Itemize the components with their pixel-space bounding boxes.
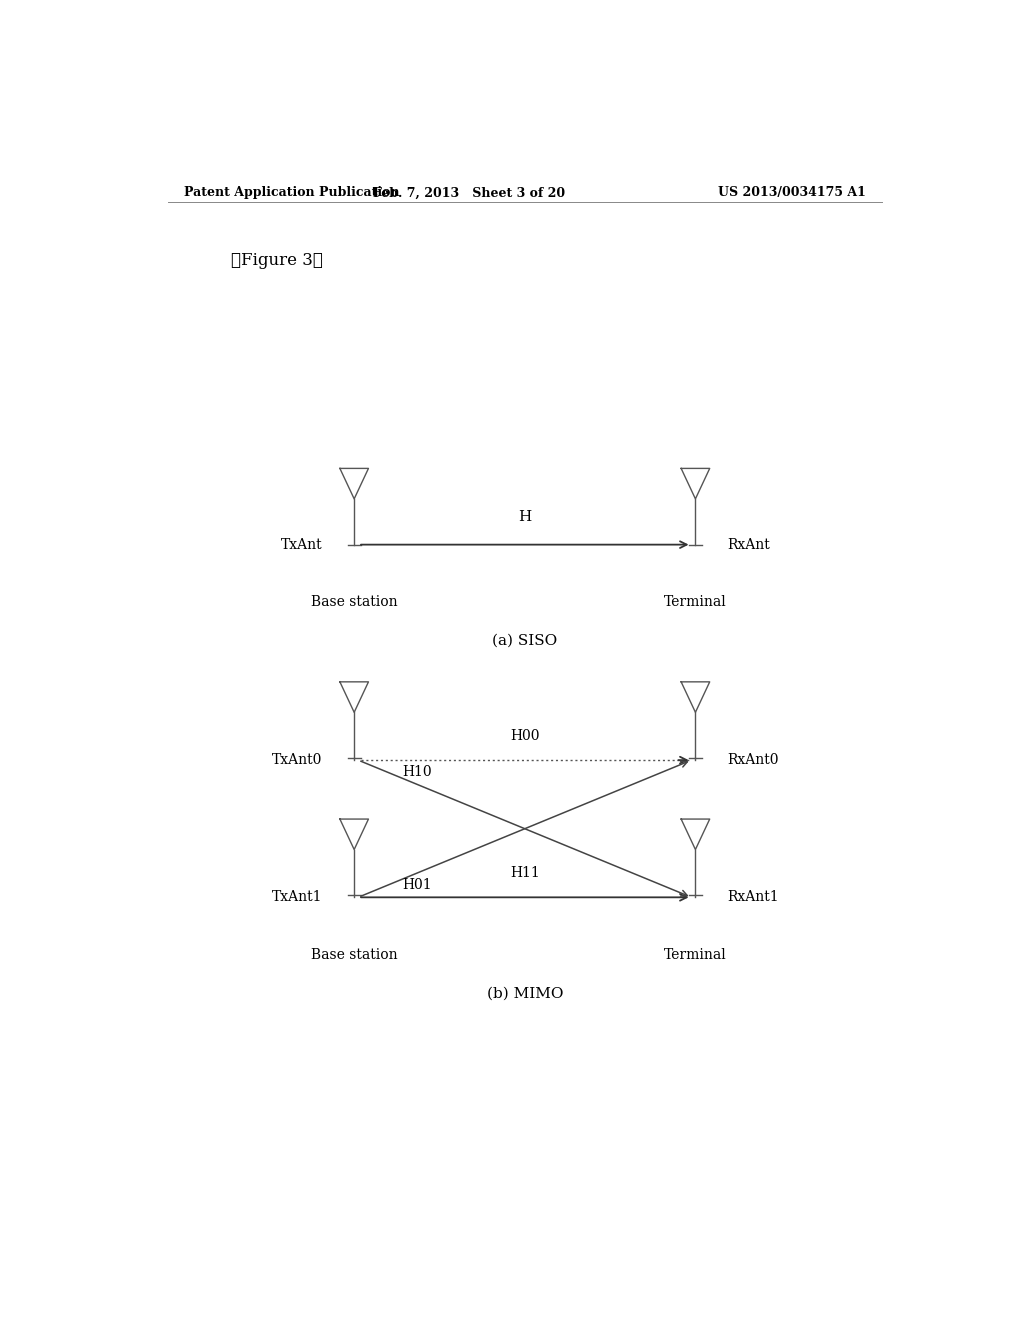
Text: H01: H01 [401,878,431,892]
Text: RxAnt1: RxAnt1 [727,890,779,904]
Text: TxAnt1: TxAnt1 [272,890,323,904]
Text: Terminal: Terminal [664,948,727,962]
Text: US 2013/0034175 A1: US 2013/0034175 A1 [718,186,866,199]
Text: TxAnt0: TxAnt0 [272,754,323,767]
Text: (a) SISO: (a) SISO [493,634,557,648]
Text: RxAnt0: RxAnt0 [727,754,778,767]
Text: TxAnt: TxAnt [281,537,323,552]
Text: RxAnt: RxAnt [727,537,770,552]
Text: H10: H10 [401,766,431,779]
Text: H: H [518,511,531,524]
Text: H11: H11 [510,866,540,880]
Text: Patent Application Publication: Patent Application Publication [183,186,399,199]
Text: (b) MIMO: (b) MIMO [486,987,563,1001]
Text: 【Figure 3】: 【Figure 3】 [231,252,323,268]
Text: Base station: Base station [311,948,397,962]
Text: Base station: Base station [311,595,397,610]
Text: H00: H00 [510,729,540,743]
Text: Feb. 7, 2013   Sheet 3 of 20: Feb. 7, 2013 Sheet 3 of 20 [373,186,565,199]
Text: Terminal: Terminal [664,595,727,610]
